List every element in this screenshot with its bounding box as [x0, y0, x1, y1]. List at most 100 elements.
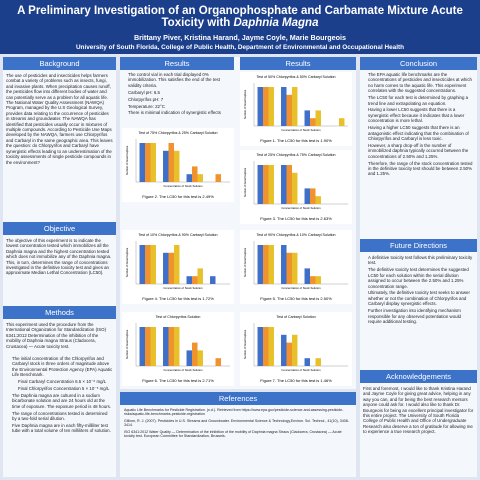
figure: Test of Carbaryl Solution Concentration o…: [240, 312, 352, 386]
figure-title: Test of 10% Chlorpyrifos & 90% Carbaryl …: [138, 233, 217, 237]
figure-title: Test of 75% Chlorpyrifos & 25% Carbaryl …: [138, 131, 217, 135]
section-heading: Results: [120, 57, 234, 70]
bar: [168, 252, 174, 284]
bar: [173, 245, 180, 284]
bullet: Ultimately, the definitive toxicity test…: [368, 290, 475, 306]
bar: [139, 327, 146, 366]
panel: [360, 57, 477, 477]
bar: [186, 350, 193, 366]
bar: [168, 143, 174, 182]
bar: [304, 188, 311, 204]
figure-title: Test of 50% Chlorpyrifos & 50% Carbaryl …: [256, 75, 335, 79]
bullet: Temperature: 22°C: [128, 104, 232, 109]
bar: [268, 245, 274, 284]
section-heading: Methods: [3, 306, 116, 319]
bar: [281, 87, 287, 126]
figure-caption: Figure 5. The LC50 for this test is 2.50…: [260, 296, 332, 301]
bar: [139, 143, 146, 182]
bar: [263, 245, 269, 284]
bar: [263, 165, 269, 204]
list: The initial concentration of the Chlorpy…: [6, 356, 113, 434]
bar: [186, 174, 193, 182]
bullet-list: The control vial in each trial displayed…: [122, 72, 232, 127]
figure-caption: Figure 1. The LC50 for this test is 1.90…: [260, 138, 332, 143]
bullet: The EPA aquatic life benchmarks are the …: [368, 72, 475, 94]
bullet: However, a sharp drop-off in the number …: [368, 143, 475, 159]
bar: [150, 245, 156, 284]
bar: [310, 118, 316, 126]
x-axis-label: Concentration of Stock Solution: [281, 206, 321, 210]
bullet-list: The initial concentration of the Chlorpy…: [6, 356, 113, 476]
bar: [163, 252, 169, 284]
bar: [281, 245, 287, 284]
bar: [304, 268, 311, 284]
bar: [210, 276, 216, 284]
figure-caption: Figure 7. The LC50 for this test is 1.46…: [260, 378, 332, 383]
bullet: Five Daphnia magna are in each fifty-mil…: [12, 423, 113, 434]
figure: Test of 50% Chlorpyrifos & 50% Carbaryl …: [240, 72, 352, 146]
paragraph: This experiment used the procedure from …: [6, 322, 107, 349]
y-axis-label: Number of Dead Daphnia: [243, 329, 247, 359]
section-heading: Conclusion: [360, 57, 477, 70]
bullet: The initial concentration of the Chlorpy…: [12, 356, 113, 378]
bar: [168, 327, 174, 366]
panel: [3, 57, 116, 477]
reference: ISO 6341:2012 Water Quality — Determinat…: [124, 429, 342, 439]
figure-title: Test of Carbaryl Solution: [276, 315, 315, 319]
bar: [197, 350, 203, 366]
bullet: The range of concentrations tested is de…: [12, 411, 113, 422]
bar: [291, 172, 298, 204]
bar: [139, 245, 146, 284]
list: The control vial in each trial displayed…: [122, 72, 232, 116]
figure: Test of 25% Chlorpyrifos & 75% Carbaryl …: [240, 150, 352, 224]
y-axis-label: Number of Dead Daphnia: [125, 329, 129, 359]
bar: [257, 87, 264, 126]
bullet: Carbaryl pH: 6.5: [128, 90, 232, 95]
y-axis-label: Number of Dead Daphnia: [125, 145, 129, 175]
bar: [281, 165, 287, 204]
bar: [197, 268, 203, 284]
reference: Aquatic Life Benchmarks for Pesticide Re…: [124, 408, 344, 417]
bar: [338, 118, 345, 126]
bar: [150, 327, 156, 366]
bar: [173, 327, 180, 366]
bar: [291, 252, 298, 284]
bar: [286, 165, 292, 204]
bar: [263, 87, 269, 126]
figure-title: Test of Chlorpyrifos Solution: [156, 315, 201, 319]
affiliation: University of South Florida, College of …: [75, 44, 405, 51]
title-italic: Daphnia Magna: [233, 17, 319, 29]
bullet: The control vial in each trial displayed…: [128, 72, 232, 88]
x-axis-label: Concentration of Stock Solution: [281, 368, 321, 372]
figure-title: Test of 90% Chlorpyrifos & 10% Carbaryl …: [256, 233, 335, 237]
figure: Test of 10% Chlorpyrifos & 90% Carbaryl …: [122, 230, 234, 304]
bar: [310, 276, 316, 284]
section-heading: Acknowledgements: [360, 370, 477, 383]
bar: [192, 342, 198, 366]
bar: [291, 87, 298, 126]
figure: Test of 90% Chlorpyrifos & 10% Carbaryl …: [240, 230, 352, 304]
figure: Test of Chlorpyrifos Solution Concentrati…: [122, 312, 234, 386]
bullet: Final Carbaryl Concentration 6.5 × 10⁻⁶ …: [12, 379, 113, 384]
figure-caption: Figure 2. The LC50 for this test is 2.49…: [142, 194, 214, 199]
bullet: Therefore, the range of the stock concen…: [368, 161, 475, 177]
paragraph: The use of pesticides and insecticides h…: [6, 73, 113, 165]
y-axis-label: Number of Dead Daphnia: [243, 167, 247, 197]
bar: [186, 276, 193, 284]
bar: [310, 188, 316, 204]
bar: [257, 245, 264, 284]
bar: [150, 143, 156, 182]
x-axis-label: Concentration of Stock Solution: [163, 184, 203, 188]
bar: [263, 327, 269, 366]
figure: Test of 75% Chlorpyrifos & 25% Carbaryl …: [122, 128, 234, 202]
panel: [120, 392, 356, 477]
section-heading: Objective: [3, 222, 116, 235]
x-axis-label: Concentration of Stock Solution: [281, 128, 321, 132]
title: A Preliminary Investigation of an Organo…: [0, 5, 480, 29]
bar: [286, 342, 292, 366]
bar: [281, 334, 287, 366]
section-heading: Future Directions: [360, 239, 477, 252]
list: A definitive toxicity test follows this …: [362, 255, 475, 324]
y-axis-label: Number of Dead Daphnia: [243, 247, 247, 277]
